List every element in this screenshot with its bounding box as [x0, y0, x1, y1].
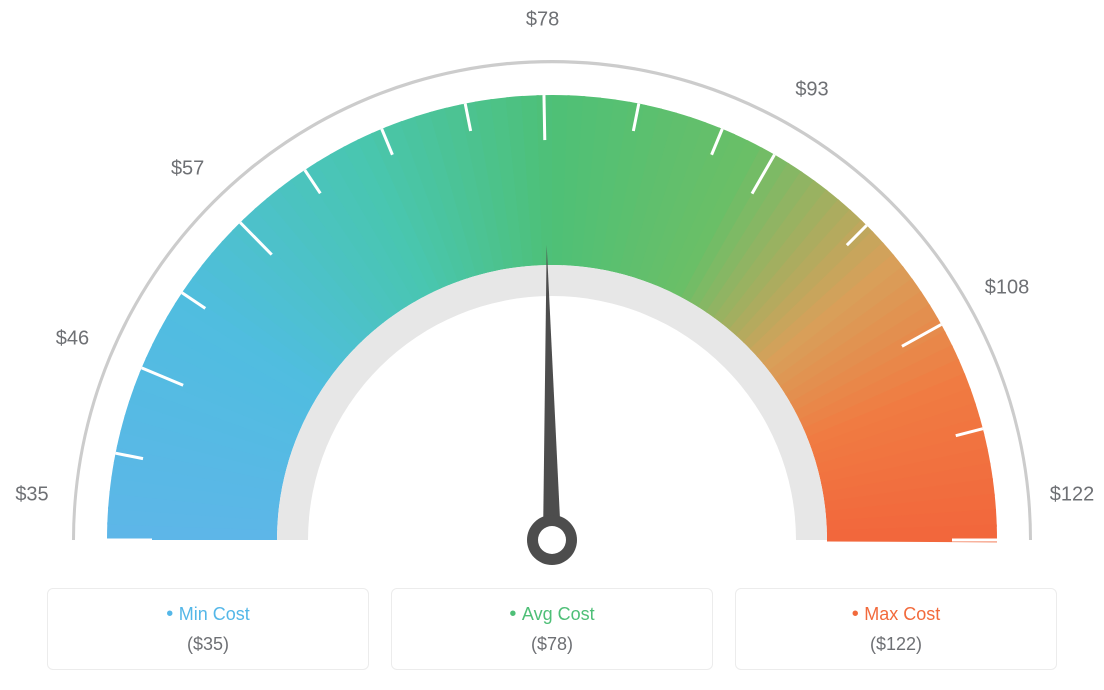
legend-row: Min Cost ($35) Avg Cost ($78) Max Cost (… [0, 588, 1104, 670]
gauge-tick-label: $93 [795, 78, 828, 101]
legend-min: Min Cost ($35) [47, 588, 369, 670]
gauge-tick-label: $35 [15, 484, 48, 507]
gauge-tick-label: $78 [526, 9, 559, 32]
legend-max-value: ($122) [736, 634, 1056, 655]
cost-gauge: $35 $46 $57 $78 $93 $108 $122 [0, 0, 1104, 570]
legend-avg-title: Avg Cost [392, 603, 712, 626]
legend-min-value: ($35) [48, 634, 368, 655]
gauge-tick-label: $57 [171, 158, 204, 181]
legend-max-title: Max Cost [736, 603, 1056, 626]
gauge-tick-label: $108 [985, 277, 1030, 300]
gauge-tick-label: $46 [56, 327, 89, 350]
legend-avg-value: ($78) [392, 634, 712, 655]
legend-max: Max Cost ($122) [735, 588, 1057, 670]
legend-min-title: Min Cost [48, 603, 368, 626]
gauge-tick-label: $122 [1050, 484, 1095, 507]
legend-avg: Avg Cost ($78) [391, 588, 713, 670]
